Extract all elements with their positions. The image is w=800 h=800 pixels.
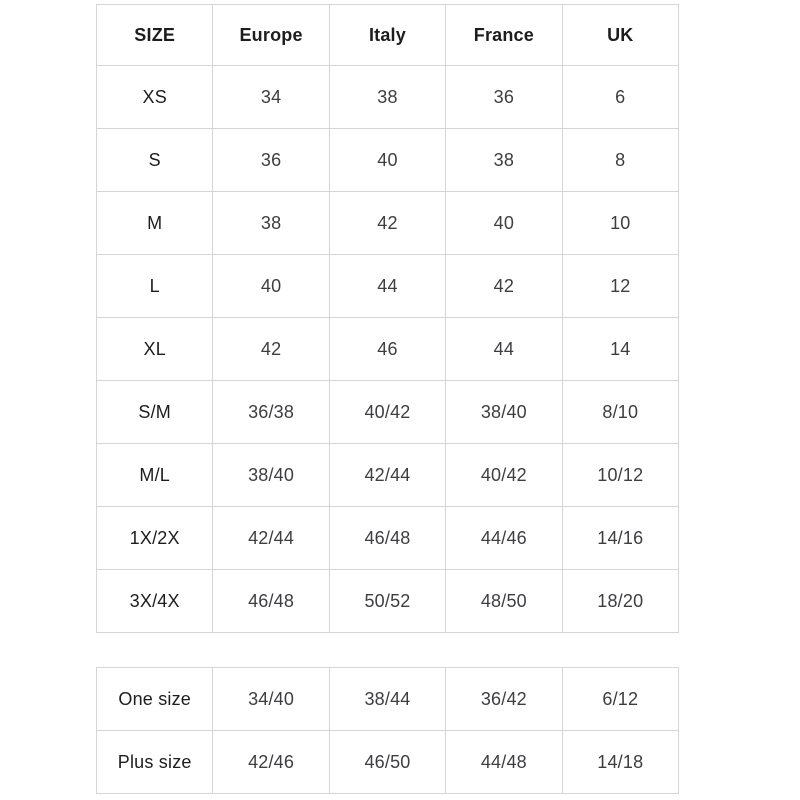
size-value-cell: 10 bbox=[561, 191, 680, 255]
size-label-cell: S bbox=[95, 128, 214, 192]
table-row: S 36 40 38 8 bbox=[95, 128, 680, 192]
size-value-cell: 38 bbox=[212, 191, 330, 255]
size-value-cell: 36/42 bbox=[445, 667, 563, 731]
size-label-cell: M/L bbox=[95, 443, 214, 507]
size-value-cell: 12 bbox=[561, 254, 680, 318]
size-value-cell: 48/50 bbox=[445, 569, 563, 633]
size-label-cell: 3X/4X bbox=[95, 569, 214, 633]
size-value-cell: 36 bbox=[445, 65, 563, 129]
size-value-cell: 46/48 bbox=[328, 506, 447, 570]
size-value-cell: 38/40 bbox=[445, 380, 563, 444]
column-header-italy: Italy bbox=[328, 4, 447, 66]
size-label-cell: XL bbox=[95, 317, 214, 381]
size-value-cell: 40/42 bbox=[445, 443, 563, 507]
column-header-uk: UK bbox=[561, 4, 680, 66]
header-row: SIZE Europe Italy France UK bbox=[95, 4, 680, 66]
size-value-cell: 42/46 bbox=[212, 730, 330, 794]
table-row: L 40 44 42 12 bbox=[95, 254, 680, 318]
size-value-cell: 36 bbox=[212, 128, 330, 192]
column-header-france: France bbox=[445, 4, 563, 66]
size-value-cell: 38/44 bbox=[328, 667, 447, 731]
size-value-cell: 44 bbox=[445, 317, 563, 381]
column-header-europe: Europe bbox=[212, 4, 330, 66]
size-value-cell: 40 bbox=[445, 191, 563, 255]
size-value-cell: 38 bbox=[328, 65, 447, 129]
size-value-cell: 40 bbox=[212, 254, 330, 318]
size-value-cell: 42 bbox=[328, 191, 447, 255]
table-row: M/L 38/40 42/44 40/42 10/12 bbox=[95, 443, 680, 507]
size-value-cell: 18/20 bbox=[561, 569, 680, 633]
table-row: S/M 36/38 40/42 38/40 8/10 bbox=[95, 380, 680, 444]
size-value-cell: 34 bbox=[212, 65, 330, 129]
size-value-cell: 14/16 bbox=[561, 506, 680, 570]
size-value-cell: 10/12 bbox=[561, 443, 680, 507]
table-row: XL 42 46 44 14 bbox=[95, 317, 680, 381]
size-label-cell: Plus size bbox=[95, 730, 214, 794]
size-value-cell: 42/44 bbox=[328, 443, 447, 507]
size-label-cell: XS bbox=[95, 65, 214, 129]
size-label-cell: M bbox=[95, 191, 214, 255]
size-value-cell: 42 bbox=[212, 317, 330, 381]
size-value-cell: 36/38 bbox=[212, 380, 330, 444]
table-row: M 38 42 40 10 bbox=[95, 191, 680, 255]
size-value-cell: 44/46 bbox=[445, 506, 563, 570]
size-label-cell: One size bbox=[95, 667, 214, 731]
size-value-cell: 14/18 bbox=[561, 730, 680, 794]
size-value-cell: 6 bbox=[561, 65, 680, 129]
size-value-cell: 8 bbox=[561, 128, 680, 192]
table-row: Plus size 42/46 46/50 44/48 14/18 bbox=[95, 730, 680, 794]
table-row: 3X/4X 46/48 50/52 48/50 18/20 bbox=[95, 569, 680, 633]
column-header-size: SIZE bbox=[95, 4, 214, 66]
size-table-head: SIZE Europe Italy France UK bbox=[95, 4, 680, 66]
size-value-cell: 46/50 bbox=[328, 730, 447, 794]
size-value-cell: 38 bbox=[445, 128, 563, 192]
size-value-cell: 40 bbox=[328, 128, 447, 192]
size-value-cell: 44 bbox=[328, 254, 447, 318]
size-value-cell: 42 bbox=[445, 254, 563, 318]
special-sizes-body: One size 34/40 38/44 36/42 6/12 Plus size 42/4… bbox=[95, 667, 680, 794]
size-value-cell: 50/52 bbox=[328, 569, 447, 633]
size-value-cell: 6/12 bbox=[561, 667, 680, 731]
size-value-cell: 34/40 bbox=[212, 667, 330, 731]
size-value-cell: 42/44 bbox=[212, 506, 330, 570]
table-row: One size 34/40 38/44 36/42 6/12 bbox=[95, 667, 680, 731]
size-value-cell: 44/48 bbox=[445, 730, 563, 794]
size-label-cell: S/M bbox=[95, 380, 214, 444]
size-value-cell: 8/10 bbox=[561, 380, 680, 444]
size-label-cell: 1X/2X bbox=[95, 506, 214, 570]
size-label-cell: L bbox=[95, 254, 214, 318]
special-sizes-table: One size 34/40 38/44 36/42 6/12 Plus size 42/4… bbox=[95, 667, 680, 794]
size-value-cell: 46 bbox=[328, 317, 447, 381]
size-value-cell: 14 bbox=[561, 317, 680, 381]
size-value-cell: 46/48 bbox=[212, 569, 330, 633]
size-value-cell: 38/40 bbox=[212, 443, 330, 507]
size-table-body: XS 34 38 36 6 S 36 40 38 8 M 38 42 40 10 L 40 44 42 12 XL 42 4… bbox=[95, 65, 680, 633]
size-value-cell: 40/42 bbox=[328, 380, 447, 444]
size-conversion-table: SIZE Europe Italy France UK XS 34 38 36 6 S 36 40 38… bbox=[95, 4, 680, 633]
table-row: XS 34 38 36 6 bbox=[95, 65, 680, 129]
table-row: 1X/2X 42/44 46/48 44/46 14/16 bbox=[95, 506, 680, 570]
